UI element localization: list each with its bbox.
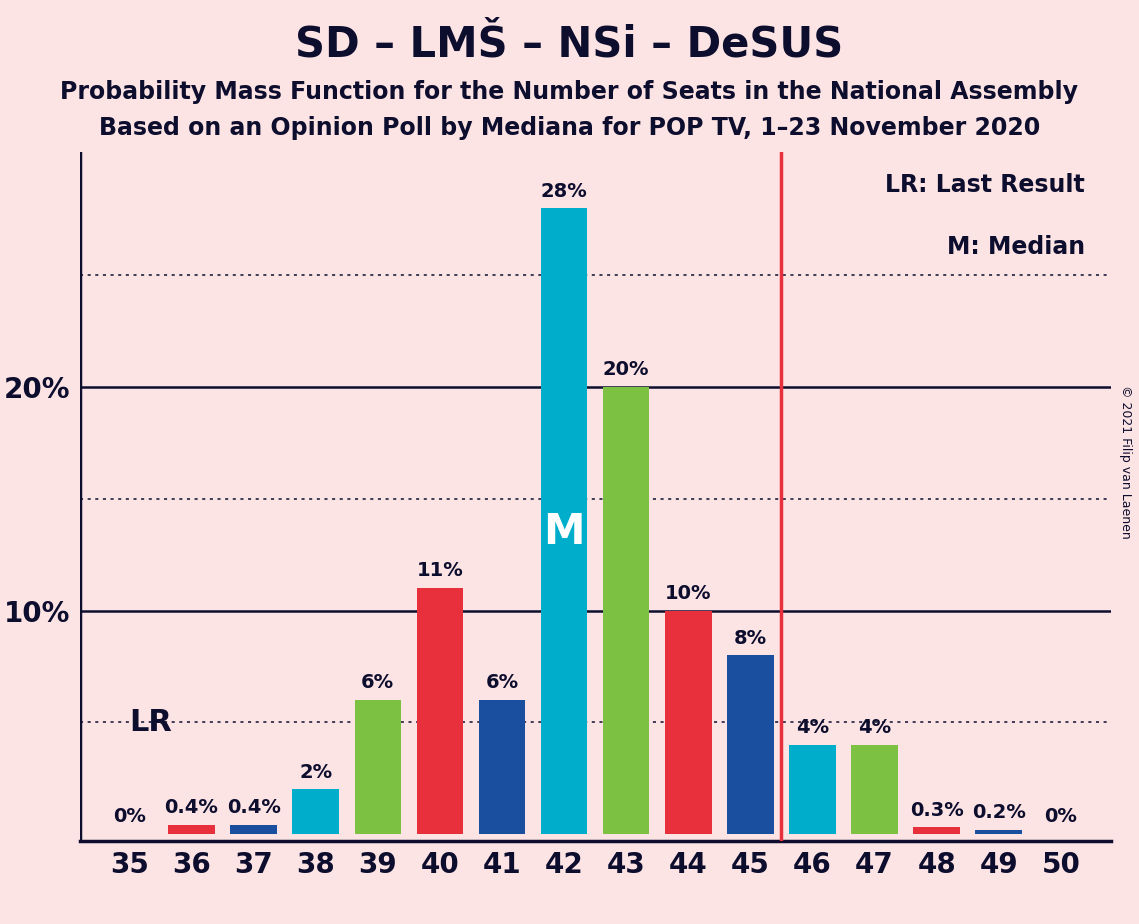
Text: 2%: 2% — [300, 762, 333, 782]
Text: 0.2%: 0.2% — [972, 803, 1026, 821]
Text: 0.4%: 0.4% — [164, 798, 219, 818]
Bar — [913, 827, 960, 834]
Text: 4%: 4% — [858, 718, 891, 737]
Bar — [230, 825, 277, 834]
Text: 28%: 28% — [541, 181, 588, 201]
Bar — [354, 700, 401, 834]
Text: 8%: 8% — [734, 628, 767, 648]
Text: Probability Mass Function for the Number of Seats in the National Assembly: Probability Mass Function for the Number… — [60, 80, 1079, 104]
Bar — [169, 825, 215, 834]
Text: 6%: 6% — [361, 674, 394, 692]
Text: 20%: 20% — [603, 360, 649, 380]
Text: 11%: 11% — [417, 562, 464, 580]
Text: 4%: 4% — [796, 718, 829, 737]
Text: LR: Last Result: LR: Last Result — [885, 173, 1084, 197]
Text: M: M — [543, 511, 584, 553]
Bar — [975, 830, 1022, 834]
Bar — [417, 589, 464, 834]
Bar — [665, 611, 712, 834]
Bar — [230, 825, 277, 834]
Bar — [913, 827, 960, 834]
Text: 0.4%: 0.4% — [227, 798, 280, 818]
Bar — [541, 208, 588, 834]
Text: © 2021 Filip van Laenen: © 2021 Filip van Laenen — [1118, 385, 1132, 539]
Bar — [789, 745, 836, 834]
Text: 6%: 6% — [485, 674, 518, 692]
Bar — [293, 789, 339, 834]
Bar — [851, 745, 898, 834]
Bar — [478, 700, 525, 834]
Text: 0%: 0% — [113, 808, 146, 826]
Text: SD – LMŠ – NSi – DeSUS: SD – LMŠ – NSi – DeSUS — [295, 23, 844, 65]
Text: Based on an Opinion Poll by Mediana for POP TV, 1–23 November 2020: Based on an Opinion Poll by Mediana for … — [99, 116, 1040, 140]
Text: 0%: 0% — [1044, 808, 1077, 826]
Bar — [169, 825, 215, 834]
Bar — [975, 830, 1022, 834]
Text: 0.3%: 0.3% — [910, 800, 964, 820]
Text: 10%: 10% — [665, 584, 712, 602]
Text: M: Median: M: Median — [947, 235, 1084, 259]
Bar — [727, 655, 773, 834]
Text: LR: LR — [130, 708, 172, 736]
Bar — [603, 387, 649, 834]
